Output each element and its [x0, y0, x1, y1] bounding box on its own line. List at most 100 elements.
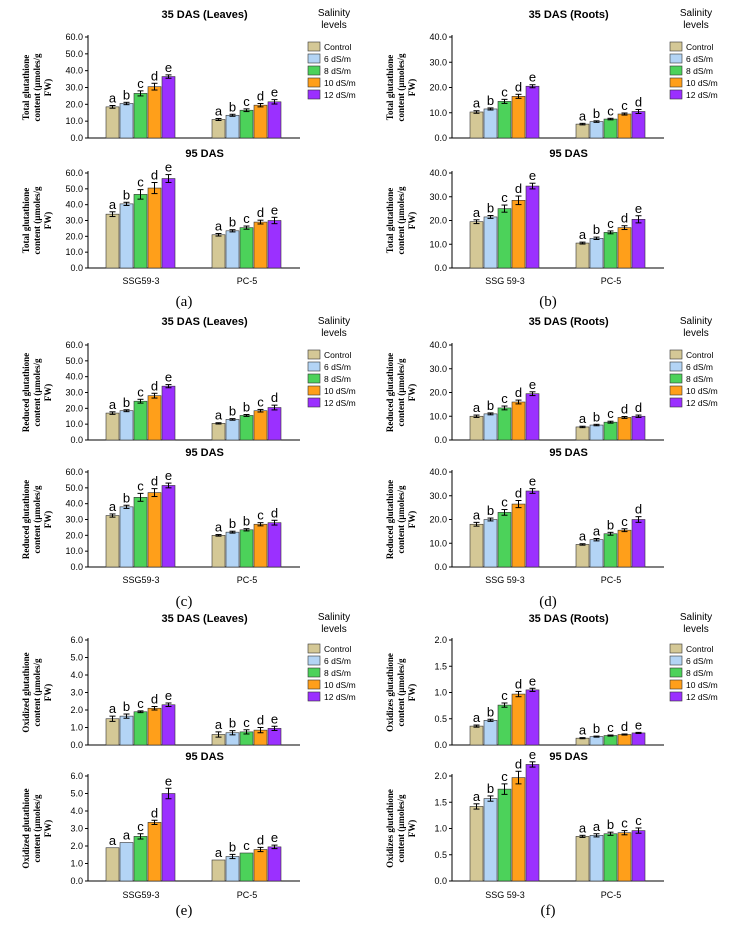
y-axis-label: Reduced glutathionecontent (µmoles/gFW)	[385, 353, 417, 432]
bar	[511, 777, 526, 882]
bar	[239, 529, 254, 568]
y-axis-label-line: FW)	[43, 384, 53, 402]
legend-title: levels	[683, 624, 709, 635]
significance-letter: c	[501, 769, 508, 784]
y-axis-label-line: FW)	[43, 79, 53, 97]
significance-letter: d	[515, 79, 522, 94]
bar	[511, 401, 526, 441]
significance-letter: d	[621, 401, 628, 416]
significance-letter: a	[109, 91, 117, 106]
y-tick-label: 3.0	[70, 688, 83, 698]
legend-swatch	[307, 667, 321, 678]
y-axis-label-line: Oxidized glutathione	[21, 788, 31, 868]
bar	[239, 852, 254, 882]
significance-letter: d	[515, 181, 522, 196]
y-tick-label: 30.0	[65, 388, 83, 398]
y-axis-label: Reduced glutathionecontent (µmoles/gFW)	[385, 480, 417, 559]
bar	[253, 410, 268, 441]
bar	[589, 835, 604, 882]
y-tick-label: 60.0	[65, 340, 83, 350]
legend-entry: Control	[686, 42, 714, 52]
significance-letter: a	[579, 820, 587, 835]
significance-letter: d	[257, 205, 264, 220]
bar	[511, 200, 526, 269]
x-category-label: PC-5	[237, 890, 258, 900]
bar	[119, 410, 134, 441]
significance-letter: b	[243, 400, 250, 415]
legend-entry: 12 dS/m	[686, 692, 718, 702]
bar	[469, 111, 484, 139]
y-tick-label: 40.0	[65, 499, 83, 509]
y-axis-label-line: FW)	[407, 684, 417, 702]
significance-letter: e	[165, 60, 172, 75]
significance-letter: a	[579, 723, 587, 738]
y-tick-label: 50.0	[65, 49, 83, 59]
y-axis-label-line: content (µmoles/g	[32, 358, 42, 426]
significance-letter: b	[123, 395, 130, 410]
legend-entry: 10 dS/m	[324, 680, 356, 690]
significance-letter: a	[123, 828, 131, 843]
legend-swatch	[669, 643, 683, 654]
bar	[603, 833, 618, 882]
legend-entry: Control	[686, 644, 714, 654]
y-axis-label-line: content (µmoles/g	[32, 53, 42, 121]
y-tick-label: 1.0	[70, 859, 83, 869]
significance-letter: d	[151, 474, 158, 489]
legend-swatch	[669, 361, 683, 372]
significance-letter: d	[151, 805, 158, 820]
significance-letter: b	[229, 99, 236, 114]
significance-letter: b	[123, 699, 130, 714]
bar	[161, 76, 176, 139]
legend-entry: Control	[324, 644, 352, 654]
bar	[253, 104, 268, 139]
bar	[105, 718, 120, 746]
y-tick-label: 30.0	[65, 515, 83, 525]
bar	[483, 798, 498, 882]
significance-letter: e	[271, 202, 278, 217]
bar	[119, 842, 134, 882]
bar	[161, 485, 176, 568]
legend-title: Salinity	[680, 316, 712, 327]
y-tick-label: 1.0	[70, 723, 83, 733]
significance-letter: a	[579, 108, 587, 123]
significance-letter: c	[137, 384, 144, 399]
significance-letter: b	[487, 704, 494, 719]
legend-swatch	[669, 77, 683, 88]
significance-letter: e	[529, 168, 536, 183]
bar	[211, 423, 226, 441]
legend-entry: 6 dS/m	[686, 362, 713, 372]
significance-letter: d	[515, 486, 522, 501]
x-category-label: PC-5	[237, 575, 258, 585]
y-tick-label: 10.0	[65, 546, 83, 556]
legend-title: levels	[321, 20, 347, 31]
significance-letter: e	[165, 468, 172, 483]
significance-letter: d	[271, 505, 278, 520]
panel-label: (c)	[176, 594, 193, 610]
chart-title: 35 DAS (Roots)	[529, 9, 609, 21]
bar	[253, 523, 268, 568]
bar	[133, 497, 148, 568]
bar	[497, 788, 512, 882]
legend-entry: 6 dS/m	[324, 656, 351, 666]
y-tick-label: 6.0	[70, 635, 83, 645]
y-tick-label: 40.0	[429, 467, 447, 477]
significance-letter: d	[151, 692, 158, 707]
y-tick-label: 0.0	[434, 435, 447, 445]
y-axis-label-line: FW)	[43, 820, 53, 838]
y-tick-label: 10.0	[429, 538, 447, 548]
legend-entry: 10 dS/m	[686, 386, 718, 396]
bar	[575, 242, 590, 269]
y-axis-label-line: Total glutathione	[21, 188, 31, 253]
legend-swatch	[669, 679, 683, 690]
y-axis-label: Total glutathionecontent (µmoles/gFW)	[385, 186, 417, 254]
significance-letter: e	[165, 688, 172, 703]
significance-letter: b	[229, 516, 236, 531]
y-tick-label: 3.0	[70, 824, 83, 834]
legend-title: Salinity	[318, 612, 350, 623]
significance-letter: c	[137, 696, 144, 711]
significance-letter: e	[529, 673, 536, 688]
y-tick-label: 0.5	[434, 850, 447, 860]
bar	[119, 506, 134, 568]
y-axis-label-line: Reduced glutathione	[385, 480, 395, 559]
